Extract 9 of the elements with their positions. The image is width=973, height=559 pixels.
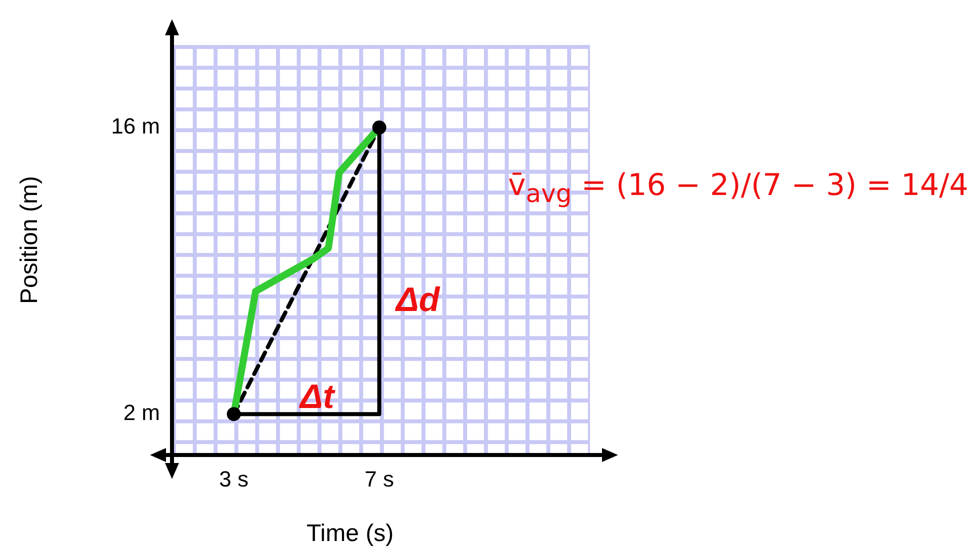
y-tick-label: 2 m (123, 400, 160, 426)
y-axis-title: Position (m) (16, 176, 44, 304)
x-tick-label: 3 s (219, 466, 248, 492)
annotation: Δt (300, 378, 334, 416)
annotation: v̄$_{avg}$ = (16 − 2)/(7 − 3) = 14/4 (508, 168, 968, 208)
annotation: Δd (396, 280, 440, 320)
y-tick-label: 16 m (111, 114, 160, 139)
x-tick-label: 7 s (364, 466, 394, 492)
x-axis-title: Time (s) (306, 520, 394, 548)
